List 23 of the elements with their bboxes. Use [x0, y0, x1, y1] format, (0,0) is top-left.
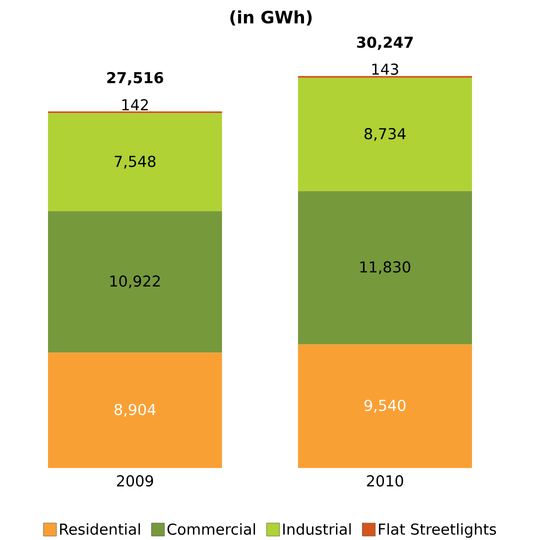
- legend-label: Commercial: [168, 523, 255, 535]
- data-label: 7,548: [114, 156, 156, 169]
- legend-label: Industrial: [283, 523, 351, 535]
- data-label: 11,830: [360, 261, 410, 274]
- bar: [48, 113, 222, 212]
- chart-title: (in GWh): [230, 10, 312, 26]
- bar: [298, 191, 472, 344]
- bar: [48, 352, 222, 468]
- data-label: 143: [372, 63, 398, 75]
- data-label: 8,904: [114, 404, 156, 417]
- x-tick-label: 2009: [117, 475, 154, 487]
- bar: [298, 78, 472, 192]
- data-label: 8,734: [364, 128, 406, 141]
- data-label: 9,540: [364, 400, 406, 413]
- legend-label: Flat Streetlights: [378, 523, 496, 538]
- data-label: 10,922: [110, 275, 160, 288]
- x-tick-label: 2010: [367, 475, 404, 487]
- data-label: 142: [122, 99, 148, 110]
- bar: [48, 211, 222, 353]
- legend-label: Residential: [60, 523, 140, 535]
- bar: [298, 344, 472, 468]
- total-label: 30,247: [357, 36, 413, 50]
- total-label: 27,516: [107, 72, 164, 86]
